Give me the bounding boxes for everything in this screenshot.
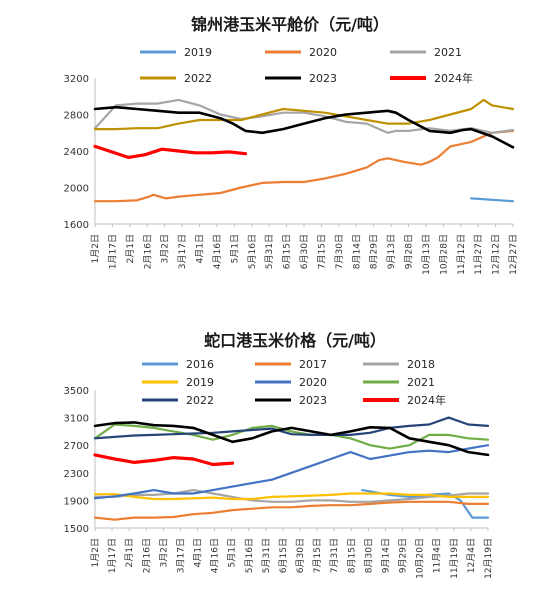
x-tick-label: 5月1日 bbox=[227, 538, 238, 567]
x-tick-label: 11月4日 bbox=[432, 538, 443, 573]
series-line-2020 bbox=[93, 444, 490, 500]
chart-title: 锦州港玉米平舱价（元/吨） bbox=[191, 15, 389, 34]
chart-jinzhou: 锦州港玉米平舱价（元/吨） 1600 2000 2400 2800 3200 1月2日 1月… bbox=[64, 15, 519, 275]
series-line-2019 bbox=[470, 197, 515, 203]
x-tick-label: 4月16日 bbox=[212, 234, 223, 269]
chart-shekou: 蛇口港玉米价格（元/吨） 1500 1900 2300 2700 3100 3500 1月2… bbox=[64, 331, 494, 579]
x-tick-label: 2月1日 bbox=[125, 234, 136, 263]
legend-label: 2022 bbox=[186, 394, 214, 407]
x-tick-label: 10月13日 bbox=[421, 234, 432, 275]
y-tick-label: 2400 bbox=[64, 147, 89, 158]
x-tick-label: 7月31日 bbox=[329, 538, 340, 573]
x-tick-label: 2月16日 bbox=[141, 538, 152, 573]
x-tick-label: 9月29日 bbox=[398, 538, 409, 573]
y-tick-label: 3500 bbox=[64, 386, 89, 397]
x-tick-label: 1月17日 bbox=[107, 234, 118, 269]
series-line-2017 bbox=[93, 500, 490, 521]
legend-label: 2021 bbox=[434, 46, 462, 59]
y-tick-label: 1600 bbox=[64, 220, 89, 231]
series-line-2021 bbox=[93, 423, 490, 450]
legend-label: 2021 bbox=[407, 376, 435, 389]
y-tick-label: 2000 bbox=[64, 184, 89, 195]
y-tick-label: 2700 bbox=[64, 441, 89, 452]
y-tick-label: 2800 bbox=[64, 111, 89, 122]
chart-title: 蛇口港玉米价格（元/吨） bbox=[204, 331, 386, 350]
x-tick-label: 2月1日 bbox=[124, 538, 135, 567]
x-tick-label: 9月14日 bbox=[380, 538, 391, 573]
x-tick-label: 5月31日 bbox=[264, 234, 275, 269]
x-tick-label: 8月29日 bbox=[369, 234, 380, 269]
legend-label: 2019 bbox=[184, 46, 212, 59]
series-line-2023 bbox=[93, 105, 515, 149]
series-line-2019 bbox=[93, 492, 490, 501]
series-line-2023 bbox=[93, 421, 490, 457]
x-tick-label: 10月20日 bbox=[415, 538, 426, 579]
series-line-2016 bbox=[361, 489, 490, 519]
legend-label: 2023 bbox=[309, 72, 337, 85]
x-tick-label: 12月27日 bbox=[508, 234, 519, 275]
x-tick-label: 3月17日 bbox=[175, 538, 186, 573]
series-line-2022 bbox=[93, 416, 490, 440]
x-tick-label: 4月1日 bbox=[193, 538, 204, 567]
x-tick-label: 4月16日 bbox=[210, 538, 221, 573]
x-tick-label: 1月2日 bbox=[90, 234, 101, 263]
x-tick-label: 8月14日 bbox=[351, 234, 362, 269]
x-tick-label: 11月27日 bbox=[473, 234, 484, 275]
y-tick-label: 3100 bbox=[64, 414, 89, 425]
series-line-2022 bbox=[93, 98, 515, 131]
x-tick-label: 12月19日 bbox=[483, 538, 494, 579]
x-tick-label: 11月19日 bbox=[449, 538, 460, 579]
y-tick-label: 3200 bbox=[64, 74, 89, 85]
series-line-2021 bbox=[93, 98, 515, 134]
x-tick-label: 12月4日 bbox=[466, 538, 477, 573]
x-tick-label: 7月15日 bbox=[316, 234, 327, 269]
legend-label: 2018 bbox=[407, 358, 435, 371]
x-tick-label: 9月13日 bbox=[386, 234, 397, 269]
x-tick-label: 9月28日 bbox=[404, 234, 415, 269]
legend-label: 2024年 bbox=[434, 71, 473, 85]
legend-label: 2020 bbox=[309, 46, 337, 59]
legend-label: 2024年 bbox=[407, 393, 446, 407]
x-tick-label: 6月30日 bbox=[295, 538, 306, 573]
legend-label: 2019 bbox=[186, 376, 214, 389]
x-tick-label: 6月15日 bbox=[278, 538, 289, 573]
x-tick-label: 6月30日 bbox=[299, 234, 310, 269]
legend-label: 2023 bbox=[299, 394, 327, 407]
x-tick-label: 7月15日 bbox=[312, 538, 323, 573]
y-tick-label: 1900 bbox=[64, 496, 89, 507]
x-tick-label: 7月30日 bbox=[334, 234, 345, 269]
legend-label: 2020 bbox=[299, 376, 327, 389]
y-tick-label: 1500 bbox=[64, 524, 89, 535]
series-line-2024年 bbox=[93, 453, 235, 467]
x-tick-label: 8月30日 bbox=[363, 538, 374, 573]
legend-label: 2017 bbox=[299, 358, 327, 371]
x-tick-label: 8月15日 bbox=[346, 538, 357, 573]
x-tick-label: 3月2日 bbox=[158, 538, 169, 567]
series-line-2024年 bbox=[93, 144, 248, 159]
legend-label: 2022 bbox=[184, 72, 212, 85]
x-tick-label: 3月17日 bbox=[177, 234, 188, 269]
x-tick-label: 10月28日 bbox=[438, 234, 449, 275]
x-tick-label: 11月12日 bbox=[456, 234, 467, 275]
x-tick-label: 3月2日 bbox=[160, 234, 171, 263]
x-tick-label: 5月1日 bbox=[229, 234, 240, 263]
series-line-2020 bbox=[93, 129, 515, 203]
x-tick-label: 4月1日 bbox=[195, 234, 206, 263]
x-tick-label: 1月17日 bbox=[107, 538, 118, 573]
x-tick-label: 2月16日 bbox=[142, 234, 153, 269]
series-line-2018 bbox=[93, 489, 490, 503]
legend-label: 2016 bbox=[186, 358, 214, 371]
x-tick-label: 5月16日 bbox=[247, 234, 258, 269]
x-tick-label: 1月2日 bbox=[90, 538, 101, 567]
y-tick-label: 2300 bbox=[64, 469, 89, 480]
x-tick-label: 12月12日 bbox=[491, 234, 502, 275]
x-tick-label: 5月16日 bbox=[244, 538, 255, 573]
x-tick-label: 6月15日 bbox=[282, 234, 293, 269]
x-tick-label: 5月31日 bbox=[261, 538, 272, 573]
